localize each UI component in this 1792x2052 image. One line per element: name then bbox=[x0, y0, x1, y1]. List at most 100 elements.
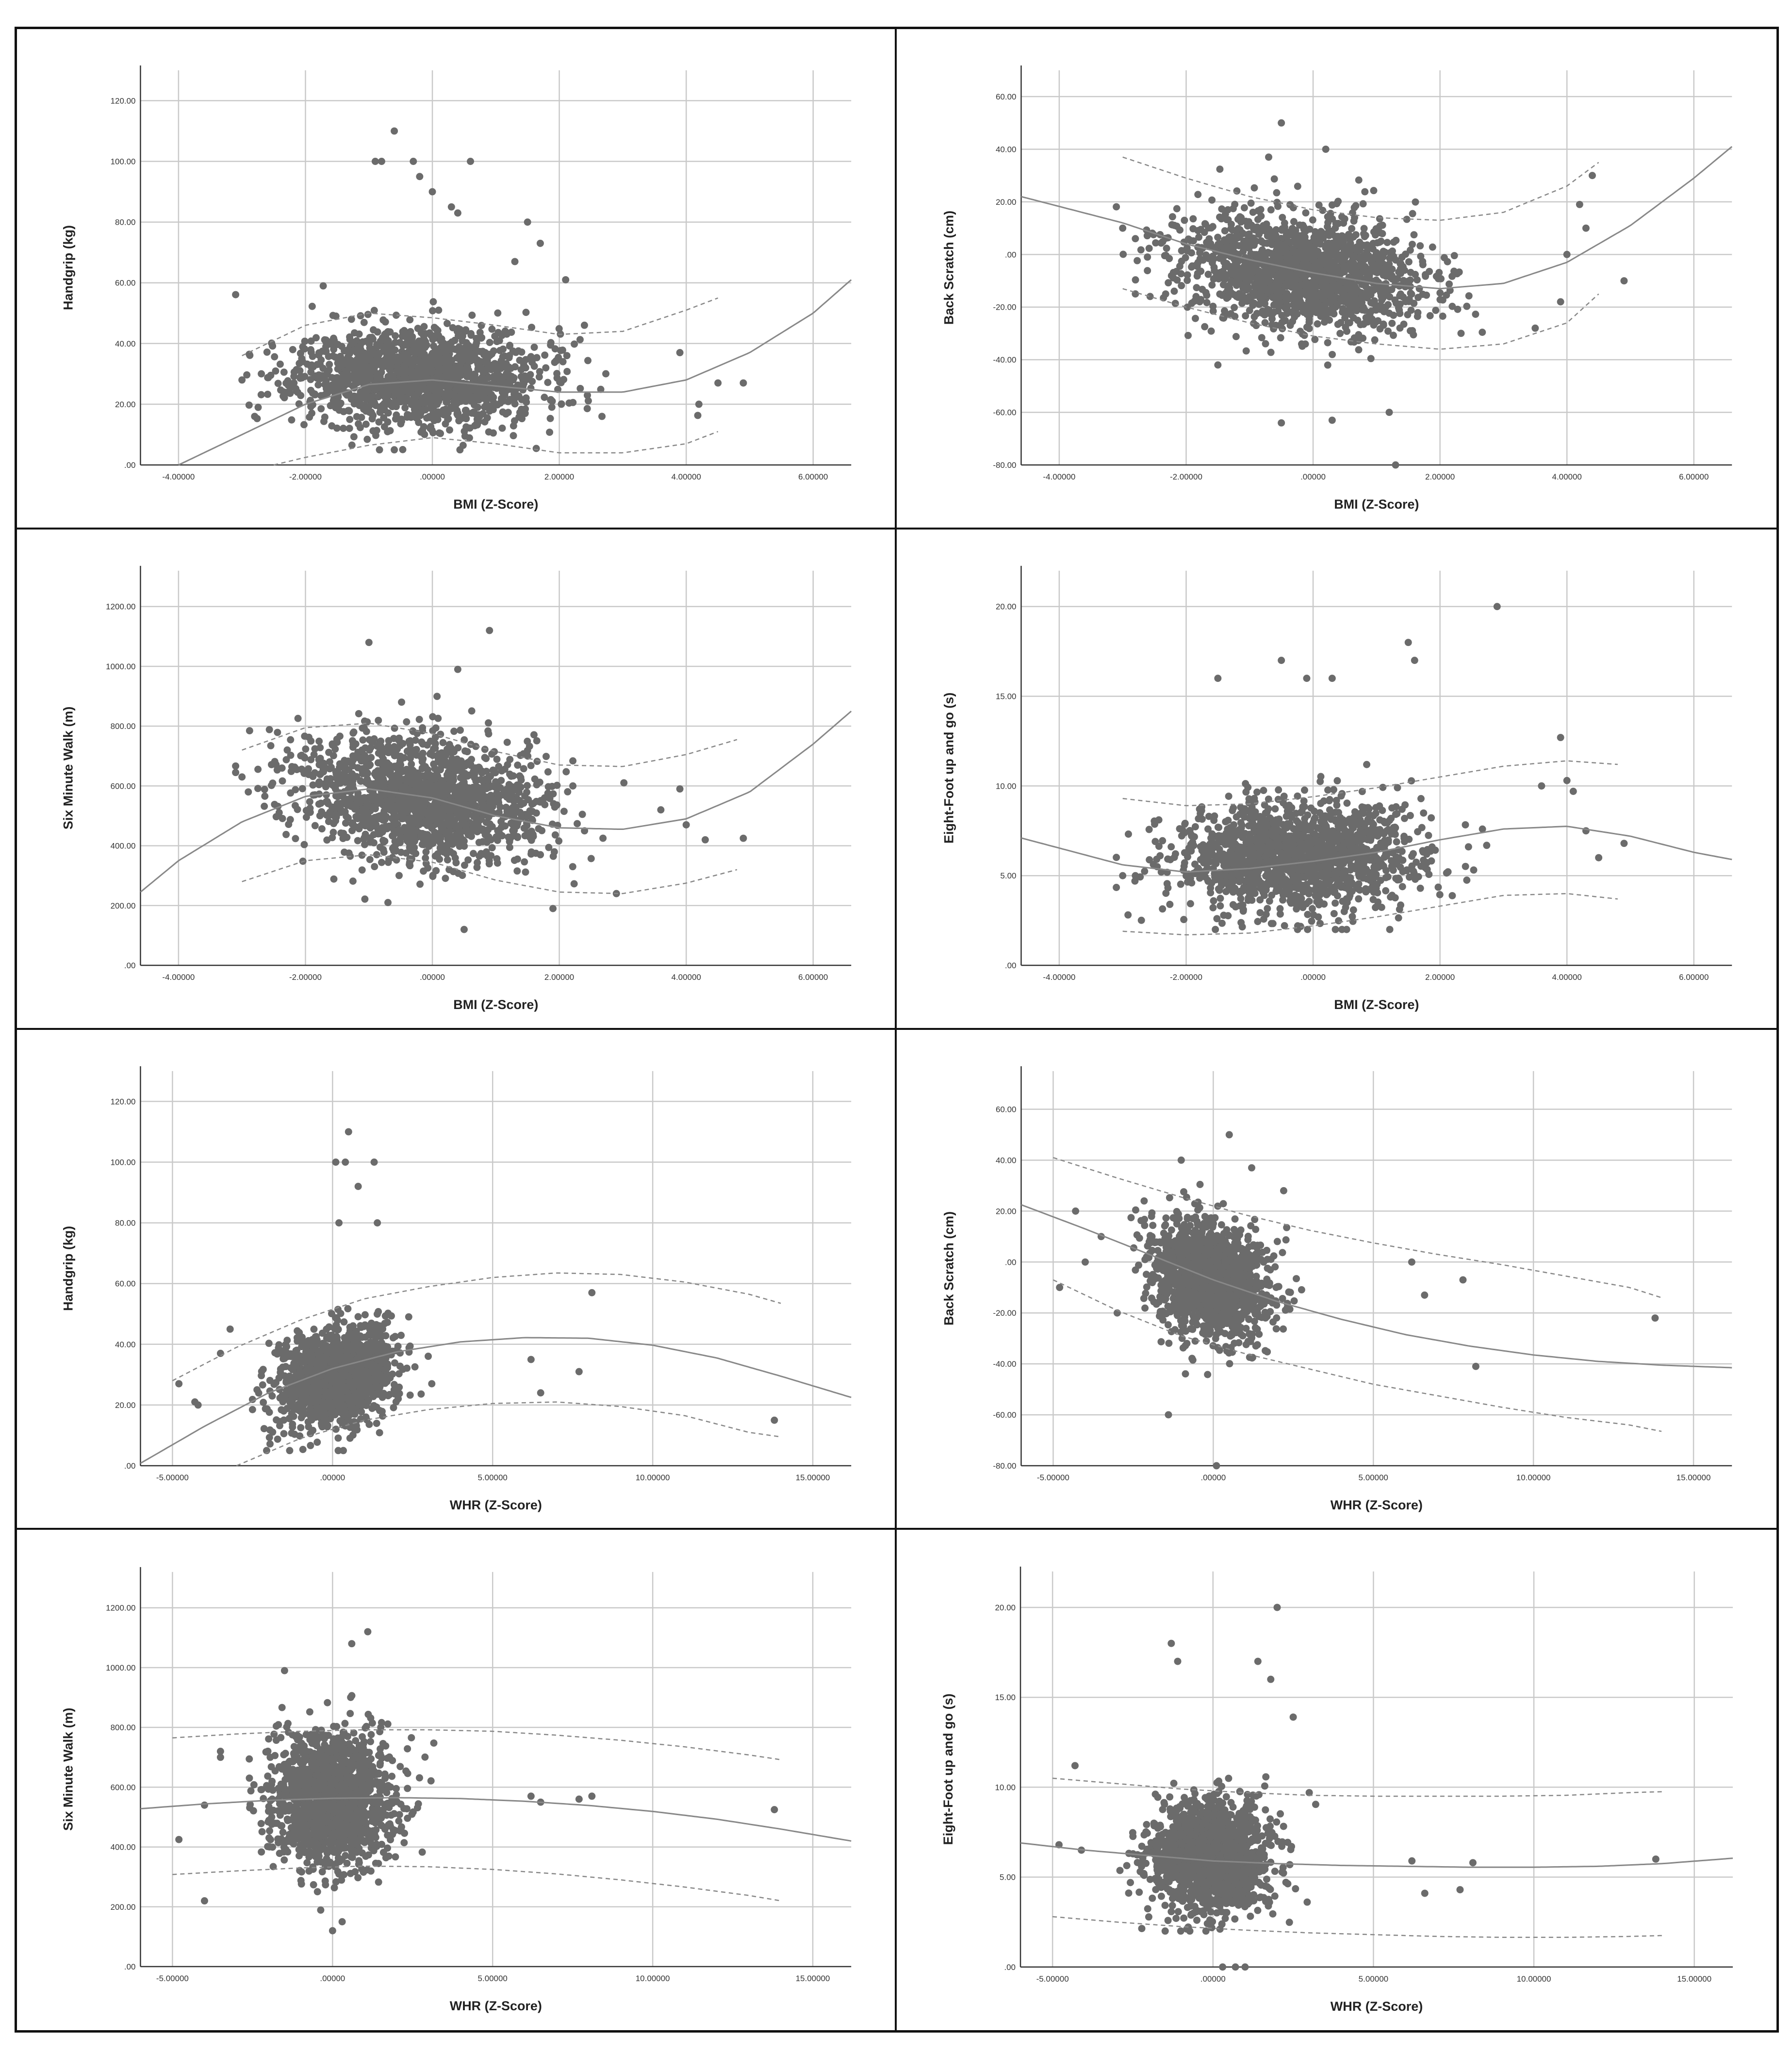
data-point bbox=[1250, 184, 1258, 192]
data-point bbox=[1432, 306, 1440, 314]
data-point bbox=[1300, 259, 1308, 267]
data-point bbox=[434, 369, 442, 377]
data-point bbox=[371, 862, 378, 870]
data-point bbox=[512, 803, 520, 811]
x-tick-label: -2.00000 bbox=[1170, 472, 1202, 481]
y-tick-label: -80.00 bbox=[993, 461, 1016, 470]
data-point bbox=[1302, 280, 1310, 288]
data-point bbox=[351, 329, 359, 337]
data-point bbox=[320, 768, 328, 776]
data-point bbox=[429, 298, 437, 306]
data-point bbox=[298, 765, 306, 773]
data-point bbox=[443, 771, 451, 778]
data-point bbox=[404, 808, 411, 815]
data-point bbox=[369, 412, 377, 419]
data-point bbox=[478, 334, 486, 342]
data-point bbox=[1163, 245, 1170, 252]
data-point bbox=[1218, 205, 1226, 213]
data-point bbox=[1227, 236, 1234, 244]
data-point bbox=[326, 765, 333, 773]
data-point bbox=[517, 751, 525, 759]
data-point bbox=[430, 342, 438, 350]
data-point bbox=[294, 388, 302, 396]
outlier-point bbox=[511, 258, 519, 265]
data-point bbox=[311, 390, 319, 398]
data-point bbox=[431, 782, 439, 790]
data-point bbox=[274, 728, 281, 736]
data-point bbox=[549, 790, 557, 797]
data-point bbox=[1309, 284, 1316, 292]
data-point bbox=[1294, 182, 1301, 190]
y-tick-label: 15.00 bbox=[996, 692, 1016, 701]
data-point bbox=[557, 347, 565, 354]
data-point bbox=[1253, 223, 1261, 231]
fit-line bbox=[1021, 146, 1733, 290]
data-point bbox=[1396, 324, 1404, 332]
outlier-point bbox=[1322, 145, 1330, 153]
x-tick-label: 6.00000 bbox=[1679, 472, 1709, 481]
data-point bbox=[367, 744, 375, 751]
data-point bbox=[1314, 320, 1321, 328]
data-point bbox=[1283, 290, 1291, 298]
data-point bbox=[433, 804, 441, 812]
data-point bbox=[349, 780, 357, 788]
y-tick-label: .00 bbox=[1005, 250, 1017, 259]
data-point bbox=[507, 364, 515, 372]
data-point bbox=[516, 356, 524, 364]
data-point bbox=[427, 772, 435, 780]
data-point bbox=[274, 380, 282, 387]
data-point bbox=[1344, 319, 1352, 327]
data-point bbox=[442, 355, 450, 363]
data-point bbox=[1457, 330, 1465, 337]
data-point bbox=[300, 841, 308, 848]
data-point bbox=[510, 417, 518, 425]
data-point bbox=[444, 319, 451, 327]
data-point bbox=[355, 710, 362, 717]
data-point bbox=[307, 346, 314, 354]
data-point bbox=[408, 824, 415, 832]
data-point bbox=[510, 827, 518, 834]
data-point bbox=[416, 342, 424, 349]
data-point bbox=[372, 795, 380, 803]
data-point bbox=[348, 827, 356, 834]
data-point bbox=[329, 312, 337, 319]
data-point bbox=[1404, 311, 1412, 318]
data-point bbox=[364, 311, 372, 318]
data-point bbox=[1371, 231, 1379, 239]
data-point bbox=[475, 361, 482, 368]
data-point bbox=[1292, 297, 1300, 305]
data-point bbox=[374, 374, 382, 382]
data-point bbox=[1208, 259, 1216, 267]
data-point bbox=[576, 384, 584, 392]
data-point bbox=[1276, 241, 1283, 248]
data-point bbox=[395, 781, 403, 789]
data-point bbox=[352, 740, 360, 748]
data-point bbox=[471, 353, 478, 361]
data-point bbox=[1283, 232, 1291, 240]
data-point bbox=[1330, 259, 1337, 266]
data-point bbox=[1263, 220, 1270, 228]
data-point bbox=[493, 375, 501, 382]
data-point bbox=[1209, 307, 1217, 315]
data-point bbox=[505, 379, 513, 386]
data-point bbox=[1343, 328, 1351, 335]
data-point bbox=[343, 375, 350, 383]
data-point bbox=[369, 803, 377, 811]
data-point bbox=[485, 783, 493, 791]
data-point bbox=[1217, 215, 1225, 223]
data-point bbox=[460, 772, 467, 780]
data-point bbox=[306, 804, 314, 812]
data-point bbox=[1201, 323, 1209, 331]
data-point bbox=[245, 401, 253, 409]
x-tick-label: -2.00000 bbox=[289, 973, 322, 982]
data-point bbox=[272, 367, 279, 375]
data-point bbox=[420, 841, 428, 848]
data-point bbox=[1355, 331, 1363, 339]
y-tick-label: 600.00 bbox=[111, 781, 136, 791]
data-point bbox=[1170, 287, 1178, 295]
data-point bbox=[1194, 269, 1201, 277]
data-point bbox=[376, 843, 384, 851]
data-point bbox=[391, 446, 398, 454]
data-point bbox=[1257, 237, 1265, 245]
data-point bbox=[488, 844, 496, 851]
